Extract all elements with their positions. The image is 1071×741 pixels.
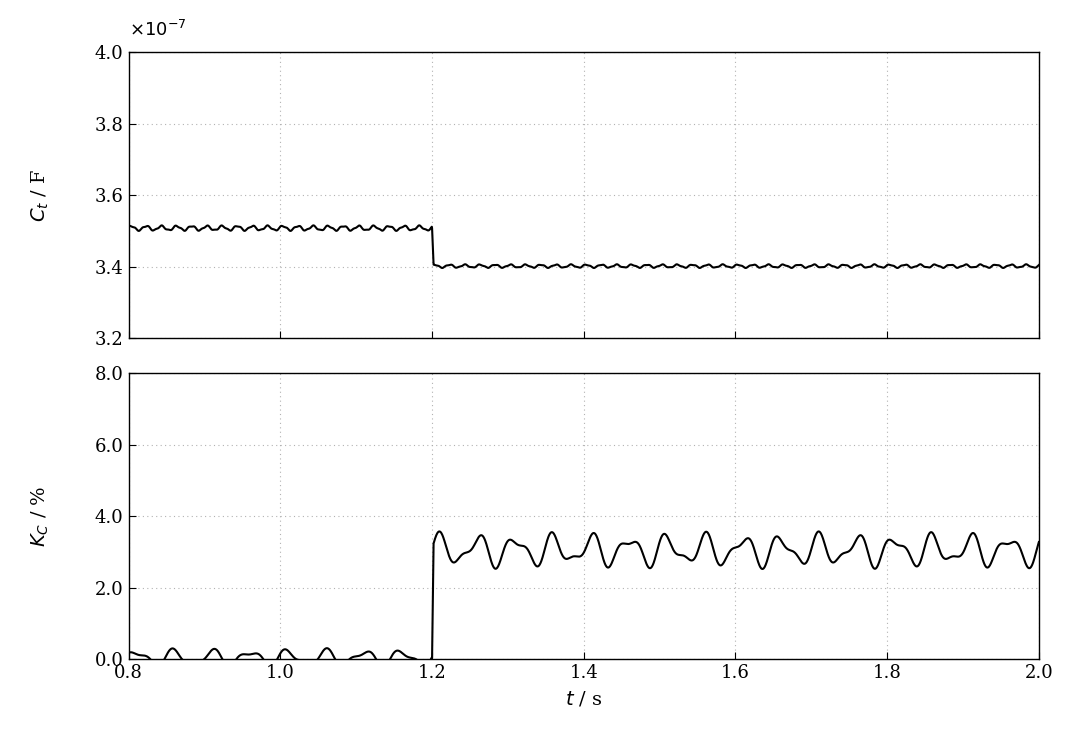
Y-axis label: $K_C$ / %: $K_C$ / % [30,485,51,547]
Text: $\times10^{-7}$: $\times10^{-7}$ [129,20,186,41]
X-axis label: $t$ / s: $t$ / s [564,689,603,708]
Y-axis label: $C_t$ / F: $C_t$ / F [30,169,51,222]
